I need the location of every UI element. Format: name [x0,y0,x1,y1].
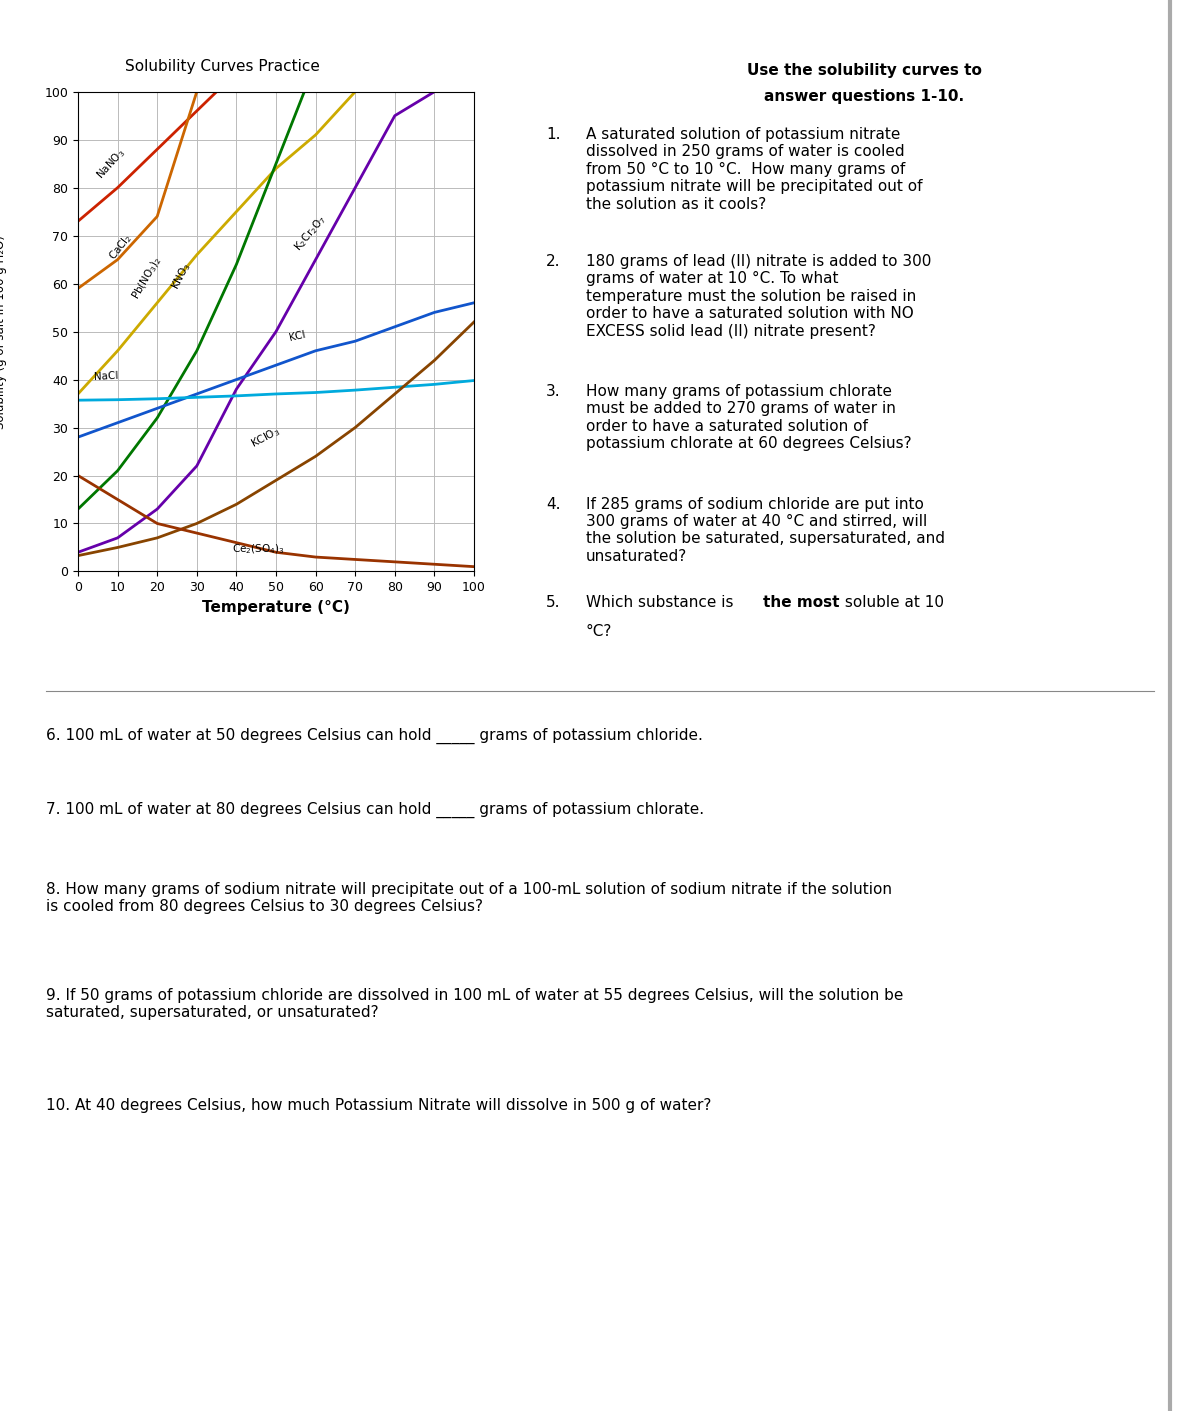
Text: Solubility Curves Practice: Solubility Curves Practice [125,59,319,75]
Text: KNO$_3$: KNO$_3$ [169,260,194,292]
Text: soluble at 10: soluble at 10 [840,595,944,611]
Text: Pb(NO$_3$)$_2$: Pb(NO$_3$)$_2$ [130,254,166,302]
Text: 3.: 3. [546,384,560,399]
Text: A saturated solution of potassium nitrate
dissolved in 250 grams of water is coo: A saturated solution of potassium nitrat… [586,127,922,212]
Text: 10. At 40 degrees Celsius, how much Potassium Nitrate will dissolve in 500 g of : 10. At 40 degrees Celsius, how much Pota… [46,1098,710,1113]
Text: 4.: 4. [546,497,560,512]
X-axis label: Temperature (°C): Temperature (°C) [202,600,350,615]
Y-axis label: Solubility (g of salt in 100 g H₂O): Solubility (g of salt in 100 g H₂O) [0,234,7,429]
Text: 5.: 5. [546,595,560,611]
Text: Ce$_2$(SO$_4$)$_3$: Ce$_2$(SO$_4$)$_3$ [233,542,286,556]
Text: If 285 grams of sodium chloride are put into
300 grams of water at 40 °C and sti: If 285 grams of sodium chloride are put … [586,497,944,564]
Text: How many grams of potassium chlorate
must be added to 270 grams of water in
orde: How many grams of potassium chlorate mus… [586,384,911,452]
Text: the most: the most [763,595,840,611]
Text: 180 grams of lead (II) nitrate is added to 300
grams of water at 10 °C. To what
: 180 grams of lead (II) nitrate is added … [586,254,931,339]
Text: 8. How many grams of sodium nitrate will precipitate out of a 100-mL solution of: 8. How many grams of sodium nitrate will… [46,882,892,914]
Text: CaCl$_2$: CaCl$_2$ [106,231,134,264]
Text: KCl: KCl [288,330,306,343]
Text: Use the solubility curves to: Use the solubility curves to [746,63,982,79]
Text: 9. If 50 grams of potassium chloride are dissolved in 100 mL of water at 55 degr: 9. If 50 grams of potassium chloride are… [46,988,902,1020]
Text: 2.: 2. [546,254,560,270]
Text: KClO$_3$: KClO$_3$ [248,423,282,450]
Text: 1.: 1. [546,127,560,143]
Text: °C?: °C? [586,624,612,639]
Text: 6. 100 mL of water at 50 degrees Celsius can hold _____ grams of potassium chlor: 6. 100 mL of water at 50 degrees Celsius… [46,728,702,744]
Text: K$_2$Cr$_2$O$_7$: K$_2$Cr$_2$O$_7$ [292,212,330,254]
Text: answer questions 1-10.: answer questions 1-10. [764,89,964,104]
Text: NaNO$_3$: NaNO$_3$ [94,145,128,182]
Text: Which substance is: Which substance is [586,595,738,611]
Text: 7. 100 mL of water at 80 degrees Celsius can hold _____ grams of potassium chlor: 7. 100 mL of water at 80 degrees Celsius… [46,801,703,817]
Text: NaCl: NaCl [94,370,119,381]
